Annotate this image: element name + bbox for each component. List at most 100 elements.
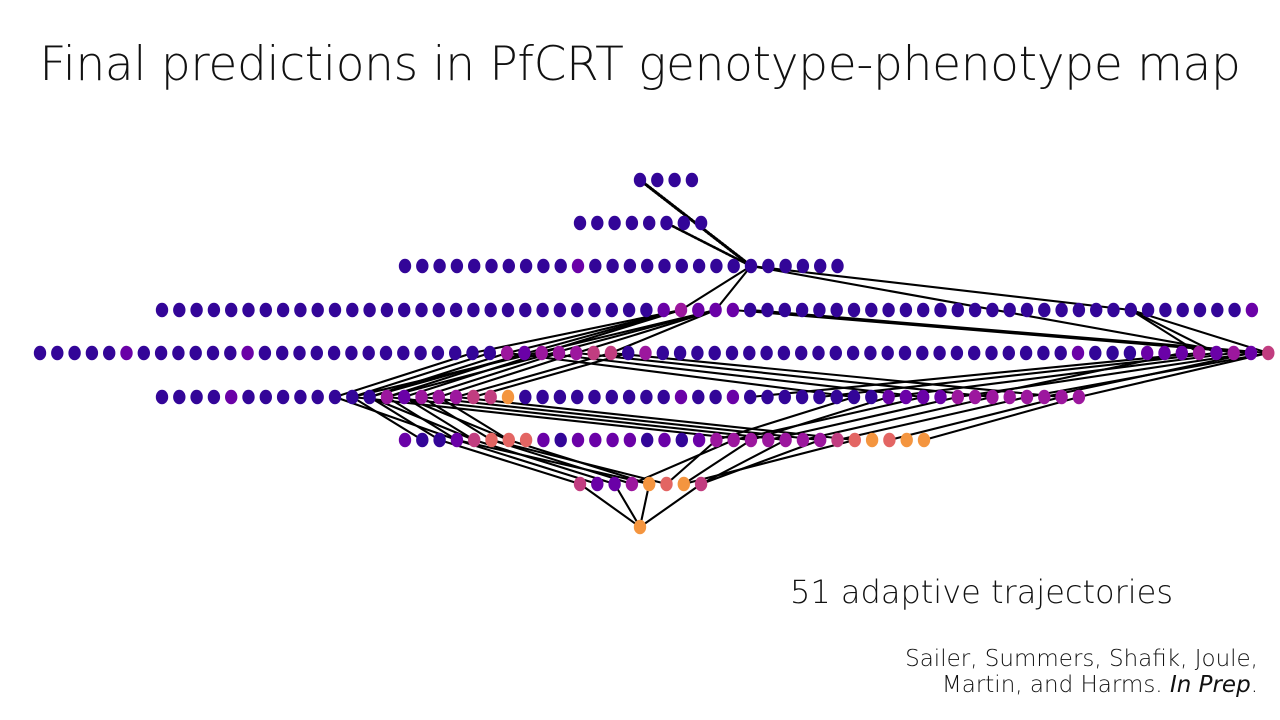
genotype-node: [398, 258, 412, 274]
genotype-node: [608, 215, 621, 231]
genotype-node: [588, 302, 601, 318]
network-edge: [638, 482, 703, 529]
network-edge: [682, 438, 753, 486]
genotype-node: [449, 302, 463, 318]
genotype-node: [225, 389, 238, 405]
genotype-node: [813, 302, 826, 318]
genotype-node: [968, 345, 981, 361]
network-edge: [455, 438, 599, 486]
network-edge: [420, 395, 822, 442]
network-edge: [801, 395, 994, 442]
genotype-node: [1055, 389, 1068, 405]
genotype-node: [189, 345, 202, 361]
genotype-node: [518, 345, 531, 361]
genotype-node: [1038, 389, 1051, 405]
network-edge: [630, 438, 735, 486]
genotype-node: [519, 432, 533, 448]
genotype-node: [1037, 345, 1050, 361]
genotype-node: [605, 302, 618, 318]
genotype-node: [328, 302, 342, 318]
genotype-node: [814, 258, 827, 274]
genotype-node: [552, 345, 566, 361]
genotype-node: [380, 302, 394, 318]
genotype-node: [415, 389, 428, 405]
genotype-node: [573, 215, 587, 231]
genotype-node: [658, 258, 671, 274]
genotype-node: [571, 432, 585, 448]
genotype-node: [591, 476, 604, 492]
genotype-node: [398, 302, 411, 318]
genotype-node: [484, 302, 497, 318]
genotype-node: [760, 345, 773, 361]
genotype-node: [588, 389, 601, 405]
genotype-node: [778, 302, 791, 318]
network-edge: [836, 395, 1029, 442]
genotype-node: [660, 215, 673, 231]
trajectory-count-label: 51 adaptive trajectories: [790, 573, 1173, 611]
genotype-node: [657, 389, 670, 405]
network-edge: [351, 395, 424, 442]
genotype-node: [415, 302, 428, 318]
genotype-node: [812, 345, 825, 361]
network-edge: [578, 482, 642, 529]
genotype-node: [1107, 302, 1120, 318]
genotype-node: [795, 302, 809, 318]
genotype-node: [137, 345, 150, 361]
genotype-node: [1020, 302, 1034, 318]
genotype-node: [431, 345, 445, 361]
network-edge: [974, 351, 1183, 399]
genotype-node: [677, 476, 690, 492]
genotype-node: [173, 302, 186, 318]
genotype-node: [606, 258, 619, 274]
genotype-node: [968, 302, 982, 318]
genotype-node: [779, 258, 792, 274]
genotype-node: [1262, 345, 1275, 361]
network-edge: [679, 264, 753, 312]
genotype-node: [1123, 345, 1137, 361]
genotype-node: [1245, 302, 1259, 318]
genotype-node: [450, 258, 464, 274]
network-nodes: [33, 172, 1275, 535]
genotype-node: [172, 345, 185, 361]
network-edge: [714, 264, 753, 312]
genotype-node: [1141, 302, 1155, 318]
genotype-node: [1020, 389, 1034, 405]
genotype-node: [864, 345, 877, 361]
network-edge: [749, 351, 1201, 399]
network-edge: [818, 351, 1218, 399]
genotype-node: [668, 172, 681, 188]
genotype-node: [1003, 302, 1016, 318]
genotype-node: [328, 389, 342, 405]
network-edge: [437, 351, 578, 399]
genotype-node: [433, 258, 446, 274]
genotype-node: [485, 432, 498, 448]
network-edge: [575, 351, 994, 399]
genotype-node: [882, 389, 895, 405]
genotype-node: [432, 389, 445, 405]
genotype-node: [449, 389, 463, 405]
genotype-node: [726, 389, 740, 405]
network-edge: [351, 351, 491, 399]
genotype-node: [327, 345, 341, 361]
genotype-node: [173, 389, 186, 405]
genotype-node: [414, 345, 427, 361]
network-edge: [351, 395, 753, 442]
citation-period: .: [1250, 672, 1258, 699]
genotype-node: [625, 476, 639, 492]
genotype-node: [1158, 345, 1171, 361]
genotype-node: [484, 389, 497, 405]
genotype-node: [276, 345, 289, 361]
genotype-node: [416, 258, 429, 274]
genotype-node: [847, 389, 861, 405]
network-edge: [638, 482, 651, 529]
genotype-node: [691, 345, 704, 361]
genotype-node: [346, 389, 359, 405]
genotype-node: [502, 258, 515, 274]
genotype-node: [571, 389, 584, 405]
genotype-node: [466, 345, 479, 361]
genotype-node: [1072, 302, 1086, 318]
genotype-node: [865, 432, 879, 448]
genotype-node: [744, 258, 758, 274]
genotype-node: [623, 258, 637, 274]
network-edge: [887, 351, 1235, 399]
